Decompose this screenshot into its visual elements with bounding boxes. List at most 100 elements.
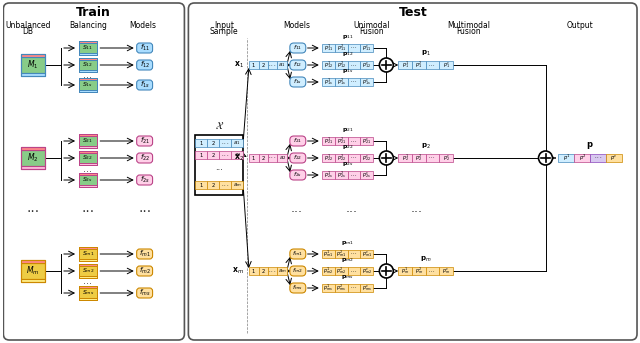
FancyBboxPatch shape [606,154,622,162]
FancyBboxPatch shape [277,154,287,162]
Text: $p_{m2}^2$: $p_{m2}^2$ [336,265,346,276]
FancyBboxPatch shape [220,139,231,147]
Circle shape [380,58,394,72]
Text: $\mathbf{p}_{2s}$: $\mathbf{p}_{2s}$ [342,160,353,168]
Bar [79,276,97,278]
FancyBboxPatch shape [259,154,268,162]
Text: $M_m$: $M_m$ [26,265,40,277]
FancyBboxPatch shape [348,44,360,52]
Text: $p_m^1$: $p_m^1$ [401,265,409,276]
Text: $p_2^c$: $p_2^c$ [443,153,450,163]
Text: $...$: $...$ [268,62,277,68]
FancyBboxPatch shape [360,284,373,292]
FancyBboxPatch shape [348,61,360,69]
Text: Fusion: Fusion [359,26,384,35]
Text: $p_{12}^c$: $p_{12}^c$ [362,60,371,70]
FancyBboxPatch shape [426,61,439,69]
Text: $f_{21}$: $f_{21}$ [293,137,303,145]
Text: ...: ... [83,276,92,286]
FancyBboxPatch shape [335,137,348,145]
Text: $a_1$: $a_1$ [234,139,241,147]
Bar [79,80,97,90]
Bar [21,57,45,73]
Text: ...: ... [291,201,303,214]
Text: $1$: $1$ [199,181,204,189]
FancyBboxPatch shape [259,61,268,69]
FancyBboxPatch shape [348,250,360,258]
Bar [79,247,97,261]
Text: ...: ... [215,164,223,173]
Text: ...: ... [410,201,422,214]
Text: $\mathbf{x}_m$: $\mathbf{x}_m$ [232,266,244,276]
Bar [79,173,97,175]
FancyBboxPatch shape [439,61,453,69]
FancyBboxPatch shape [322,61,335,69]
Bar [79,153,97,163]
Bar [21,260,45,263]
FancyBboxPatch shape [360,171,373,179]
Bar [79,264,97,266]
Text: $1$: $1$ [199,151,204,159]
Bar [21,73,45,76]
Text: $p_{21}^1$: $p_{21}^1$ [324,135,333,146]
Text: $...$: $...$ [428,155,436,161]
FancyBboxPatch shape [360,137,373,145]
Bar [79,70,97,72]
Text: DB: DB [23,26,34,35]
FancyBboxPatch shape [290,136,306,146]
Text: $f_{2s}$: $f_{2s}$ [293,170,302,179]
Text: $...$: $...$ [350,139,358,143]
Bar [21,150,45,166]
Bar [79,60,97,70]
FancyBboxPatch shape [322,78,335,86]
Text: $f_{2s}$: $f_{2s}$ [140,175,150,185]
Text: $\mathbf{p}_{m2}$: $\mathbf{p}_{m2}$ [341,256,354,264]
FancyBboxPatch shape [207,139,220,147]
Text: $f_{m2}$: $f_{m2}$ [292,267,303,275]
FancyBboxPatch shape [322,250,335,258]
Bar [79,136,97,146]
Bar [79,151,97,153]
FancyBboxPatch shape [290,77,306,87]
Bar [79,259,97,261]
FancyBboxPatch shape [590,154,606,162]
Text: $p_{12}^2$: $p_{12}^2$ [337,60,346,70]
Text: $...$: $...$ [350,251,358,257]
Text: $f_{12}$: $f_{12}$ [140,60,150,70]
FancyBboxPatch shape [137,266,152,276]
FancyBboxPatch shape [335,61,348,69]
Text: $S_{21}$: $S_{21}$ [83,137,93,145]
Text: Balancing: Balancing [69,21,107,29]
Text: $f_{11}$: $f_{11}$ [293,44,303,52]
Text: $p^c$: $p^c$ [611,153,618,163]
FancyBboxPatch shape [348,154,360,162]
Bar [79,134,97,136]
Text: $f_{ms}$: $f_{ms}$ [139,288,150,298]
Bar [79,173,97,187]
Bar [21,166,45,169]
FancyBboxPatch shape [231,139,243,147]
Text: $S_{ms}$: $S_{ms}$ [82,288,94,297]
FancyBboxPatch shape [249,61,259,69]
FancyBboxPatch shape [249,267,259,275]
Text: $a_2$: $a_2$ [234,151,241,159]
Text: $f_{22}$: $f_{22}$ [293,154,303,163]
FancyBboxPatch shape [322,44,335,52]
Text: $\mathbf{p}_m$: $\mathbf{p}_m$ [420,255,431,264]
Bar [79,249,97,259]
Text: $p_{m1}^c$: $p_{m1}^c$ [362,249,372,259]
Bar [79,78,97,80]
FancyBboxPatch shape [398,154,412,162]
FancyBboxPatch shape [137,136,152,146]
Text: $p_{m2}^c$: $p_{m2}^c$ [362,266,372,276]
Text: Test: Test [399,7,428,20]
Text: $f_{11}$: $f_{11}$ [140,43,150,53]
Text: $...$: $...$ [350,80,358,84]
FancyBboxPatch shape [412,61,426,69]
Text: $\mathbf{p}_{21}$: $\mathbf{p}_{21}$ [342,126,353,134]
Text: $p_{1s}^1$: $p_{1s}^1$ [324,76,333,87]
FancyBboxPatch shape [322,284,335,292]
FancyBboxPatch shape [360,267,373,275]
Bar [21,54,45,76]
Text: $p_{22}^2$: $p_{22}^2$ [337,153,346,163]
